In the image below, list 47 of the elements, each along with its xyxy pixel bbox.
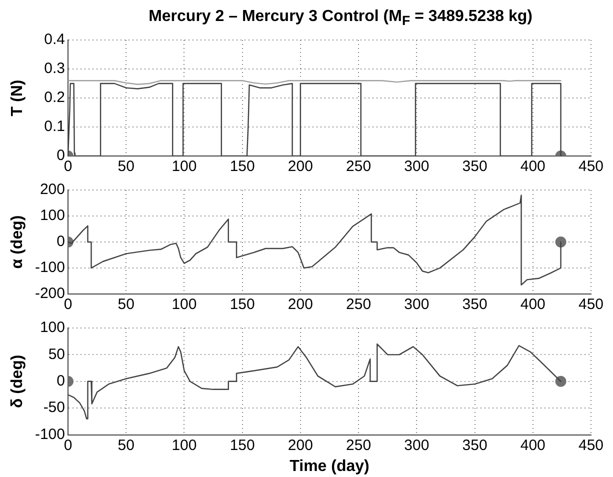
x-tick-label: 150	[230, 296, 255, 314]
y-axis-title: T (N)	[9, 80, 26, 116]
x-tick-label: 200	[288, 296, 313, 314]
x-tick-label: 50	[118, 158, 134, 176]
x-tick-label: 100	[172, 158, 197, 176]
x-tick-label: 150	[230, 158, 255, 176]
y-tick-label: 0.1	[44, 118, 65, 136]
x-tick-label: 50	[118, 436, 134, 454]
x-tick-label: 100	[172, 296, 197, 314]
x-tick-label: 400	[520, 296, 546, 314]
x-tick-label: 350	[462, 296, 488, 314]
y-tick-label: 0.3	[44, 60, 65, 78]
x-tick-label: 450	[578, 158, 604, 176]
x-tick-label: 450	[578, 436, 604, 454]
y-tick-label: 50	[48, 346, 65, 363]
y-tick-label: 200	[40, 181, 65, 198]
y-tick-label: 0	[56, 233, 65, 250]
y-tick-label: 0	[56, 147, 65, 164]
x-tick-label: 200	[288, 436, 313, 454]
x-tick-label: 300	[404, 296, 430, 314]
x-tick-label: 200	[288, 158, 313, 176]
x-tick-label: 400	[520, 436, 546, 454]
y-tick-label: 100	[40, 207, 65, 224]
x-tick-label: 450	[578, 296, 604, 314]
x-tick-label: 100	[172, 436, 197, 454]
y-tick-label: -100	[34, 259, 65, 276]
y-axis-title: δ (deg)	[9, 354, 26, 408]
y-tick-label: 100	[40, 319, 65, 336]
chart-title: Mercury 2 – Mercury 3 Control (M$_{F}$ = 3489.5238 kg)	[148, 8, 534, 28]
y-tick-label: 0.4	[44, 31, 65, 48]
x-tick-label: 50	[118, 296, 134, 314]
x-tick-label: 300	[404, 436, 430, 454]
y-axis-title: α (deg)	[9, 215, 26, 269]
x-axis-title: Time (day)	[290, 458, 370, 475]
y-tick-label: -200	[34, 285, 65, 302]
x-tick-label: 350	[462, 436, 488, 454]
y-tick-label: 0.2	[44, 89, 65, 106]
y-tick-label: 0	[56, 372, 65, 390]
y-tick-label: -50	[43, 399, 65, 416]
x-tick-label: 250	[346, 436, 372, 454]
x-tick-label: 350	[462, 158, 488, 176]
x-tick-label: 300	[404, 158, 430, 176]
y-tick-label: -100	[34, 426, 65, 443]
x-tick-label: 250	[346, 158, 372, 176]
x-tick-label: 400	[520, 158, 546, 176]
x-tick-label: 250	[346, 296, 372, 314]
x-tick-label: 150	[230, 436, 255, 454]
